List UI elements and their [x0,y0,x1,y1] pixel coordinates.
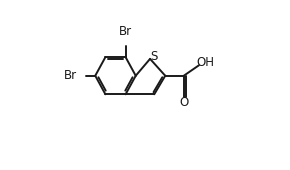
Text: O: O [179,96,188,109]
Text: Br: Br [64,69,77,82]
Text: Br: Br [119,24,132,38]
Text: S: S [151,50,158,63]
Text: OH: OH [197,56,215,69]
